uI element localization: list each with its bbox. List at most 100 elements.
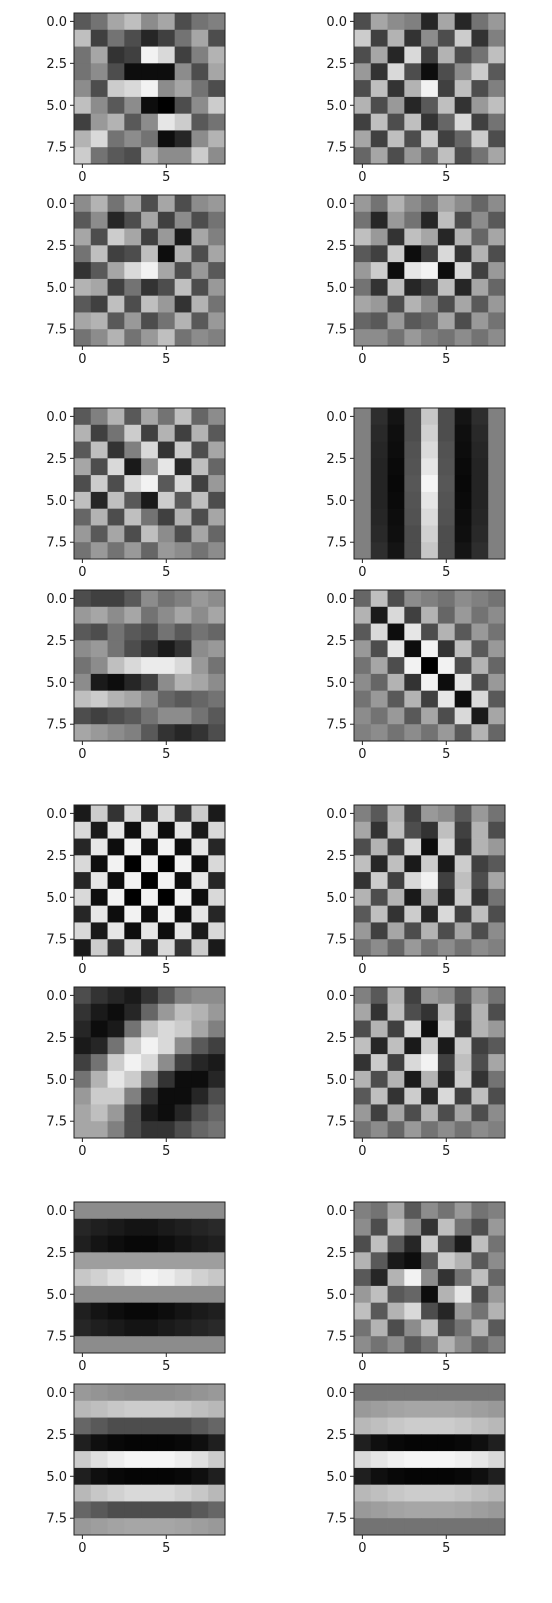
x-tick-label: 0 xyxy=(78,962,86,977)
heatmap-cell xyxy=(191,855,209,873)
heatmap-cell xyxy=(191,147,209,165)
heatmap-cell xyxy=(354,1104,372,1122)
heatmap-cell xyxy=(191,475,209,493)
heatmap-cell xyxy=(141,211,159,229)
heatmap-cell xyxy=(404,1003,422,1021)
heatmap-cell xyxy=(74,888,92,907)
heatmap-cell xyxy=(354,1037,372,1055)
heatmap-cell xyxy=(437,424,456,442)
heatmap-cell xyxy=(437,147,456,165)
y-tick-label: 2.5 xyxy=(46,1031,67,1046)
heatmap-cell xyxy=(74,1400,92,1418)
heatmap-cell xyxy=(370,888,388,907)
y-tick-label: 5.0 xyxy=(326,1288,347,1303)
heatmap-cell xyxy=(488,1020,506,1038)
heatmap-cell xyxy=(421,475,439,493)
heatmap-cell xyxy=(191,1070,209,1089)
heatmap-cell xyxy=(208,211,226,229)
heatmap-cell xyxy=(404,312,422,330)
heatmap-cell xyxy=(354,987,372,1005)
heatmap-cell xyxy=(370,1087,388,1105)
heatmap-cell xyxy=(454,29,472,47)
heatmap-cell xyxy=(421,690,439,708)
heatmap-cell xyxy=(488,1235,506,1253)
heatmap-cell xyxy=(191,1467,209,1486)
heatmap-cell xyxy=(191,80,209,98)
heatmap-cell xyxy=(488,408,506,426)
heatmap-cell xyxy=(437,458,456,476)
axes-frame xyxy=(353,12,506,165)
heatmap-cell xyxy=(107,939,125,957)
heatmap-cell xyxy=(174,1434,192,1452)
heatmap-cell xyxy=(437,888,456,907)
heatmap-cell xyxy=(471,805,489,823)
heatmap-cell xyxy=(208,508,226,526)
heatmap-cell xyxy=(370,1484,388,1502)
heatmap-cell xyxy=(90,130,108,148)
heatmap-cell xyxy=(208,640,226,658)
heatmap-cell xyxy=(90,1451,108,1469)
heatmap-cell xyxy=(488,329,506,347)
heatmap-cell xyxy=(421,46,439,64)
heatmap-cell xyxy=(90,1285,108,1304)
heatmap-cell xyxy=(141,508,159,526)
heatmap-cell xyxy=(404,805,422,823)
heatmap-cell xyxy=(354,295,372,313)
heatmap-cell xyxy=(157,458,176,476)
heatmap-cell xyxy=(90,1484,108,1502)
heatmap-cell xyxy=(471,1384,489,1402)
heatmap-cell xyxy=(370,96,388,115)
heatmap-cell xyxy=(107,805,125,823)
heatmap-cell xyxy=(191,939,209,957)
heatmap-cell xyxy=(107,838,125,856)
x-tick-label: 5 xyxy=(162,352,170,367)
heatmap-cell xyxy=(141,262,159,280)
heatmap-cell xyxy=(157,623,176,641)
heatmap-cell xyxy=(370,821,388,839)
heatmap-cell xyxy=(191,1202,209,1220)
heatmap-cell xyxy=(191,46,209,64)
heatmap-cell xyxy=(437,113,456,131)
heatmap-cell xyxy=(141,1104,159,1122)
heatmap-cell xyxy=(404,872,422,890)
heatmap-cell xyxy=(488,1451,506,1469)
heatmap-cell xyxy=(141,1235,159,1253)
heatmap-cell xyxy=(157,278,176,297)
heatmap-cell xyxy=(354,724,372,742)
heatmap-cell xyxy=(208,1501,226,1519)
heatmap-cell xyxy=(471,1202,489,1220)
heatmap-cell xyxy=(141,424,159,442)
heatmap-cell xyxy=(208,1417,226,1435)
heatmap-cell xyxy=(74,657,92,675)
y-tick-label: 0.0 xyxy=(46,807,67,822)
heatmap-cell xyxy=(437,1020,456,1038)
heatmap-cell xyxy=(191,508,209,526)
heatmap-cell xyxy=(208,1336,226,1354)
heatmap-cell xyxy=(90,1336,108,1354)
heatmap-cell xyxy=(208,491,226,510)
heatmap-cell xyxy=(471,29,489,47)
heatmap-cell xyxy=(141,1218,159,1236)
heatmap-cell xyxy=(421,1104,439,1122)
heatmap-cell xyxy=(74,195,92,213)
heatmap-cell xyxy=(370,1202,388,1220)
heatmap-cell xyxy=(354,922,372,940)
heatmap-cell xyxy=(471,245,489,263)
y-tick-label: 0.0 xyxy=(326,592,347,607)
heatmap-cell xyxy=(174,1269,192,1287)
heatmap-cell xyxy=(208,295,226,313)
heatmap-cell xyxy=(107,491,125,510)
heatmap-cell xyxy=(354,228,372,246)
heatmap-cell xyxy=(124,623,142,641)
heatmap-cell xyxy=(90,821,108,839)
heatmap-cell xyxy=(387,295,405,313)
heatmap-cell xyxy=(387,29,405,47)
heatmap-cell xyxy=(404,408,422,426)
heatmap-panel-5: 0.0 2.5 5.0 7.5 0 5 xyxy=(46,407,226,580)
heatmap-cell xyxy=(404,1336,422,1354)
heatmap-cell xyxy=(208,1218,226,1236)
y-tick-label: 2.5 xyxy=(326,57,347,72)
heatmap-cell xyxy=(174,424,192,442)
heatmap-cell xyxy=(191,1252,209,1270)
heatmap-cell xyxy=(191,1218,209,1236)
